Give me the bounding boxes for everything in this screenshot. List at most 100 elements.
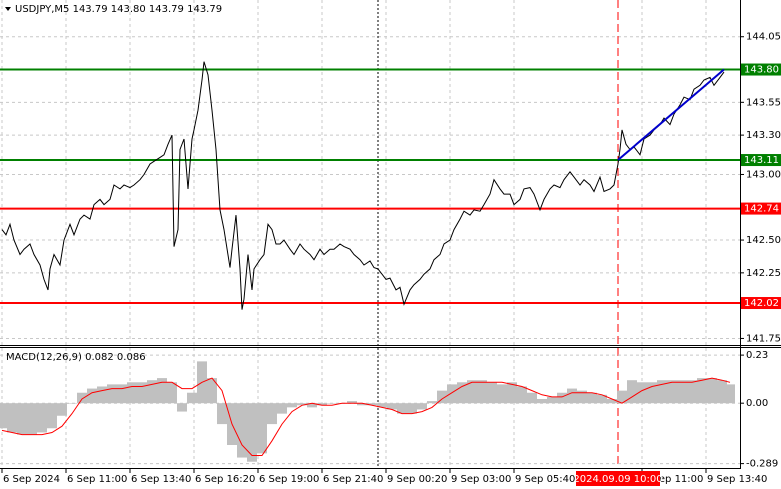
histogram-bar <box>27 403 37 435</box>
histogram-bar <box>547 396 557 404</box>
x-tick-label: 6 Sep 19:00 <box>259 474 319 485</box>
histogram-bar <box>387 403 397 410</box>
x-tick-label: 6 Sep 2024 <box>3 474 60 485</box>
histogram-bar <box>127 382 137 404</box>
histogram-bar <box>297 403 307 406</box>
x-tick-label: 6 Sep 11:00 <box>67 474 127 485</box>
time-marker-box <box>576 471 660 486</box>
histogram-bar <box>417 403 427 410</box>
histogram-bar <box>577 390 587 404</box>
histogram-bar <box>247 403 257 462</box>
histogram-bar <box>687 380 697 404</box>
chart-title: USDJPY,M5 143.79 143.80 143.79 143.79 <box>15 4 222 15</box>
histogram-bar <box>397 403 407 414</box>
y-tick-label: 142.50 <box>746 235 781 246</box>
histogram-bar <box>137 382 147 404</box>
histogram-bar <box>647 382 657 404</box>
histogram-bar <box>177 403 187 412</box>
histogram-bar <box>87 388 97 404</box>
histogram-bar <box>567 388 577 404</box>
histogram-bar <box>437 390 447 404</box>
histogram-bar <box>307 403 317 408</box>
y-tick-label: 144.05 <box>746 32 781 43</box>
histogram-bar <box>37 403 47 433</box>
indicator-title: MACD(12,26,9) 0.082 0.086 <box>6 352 146 363</box>
histogram-bar <box>457 382 467 404</box>
histogram-bar <box>357 403 367 406</box>
histogram-bar <box>147 380 157 404</box>
y-tick-label: 143.30 <box>746 130 781 141</box>
histogram-bar <box>67 403 77 404</box>
labels: 144.05 143.55 143.30 143.00 142.50 142.25 141.… <box>3 32 781 486</box>
x-tick-label: 9 Sep 13:40 <box>707 474 767 485</box>
histogram-bar <box>117 384 127 404</box>
histogram-bar <box>587 392 597 404</box>
histogram-bar <box>0 403 7 429</box>
y-tick-label: 141.75 <box>746 333 781 344</box>
histogram-bar <box>697 378 707 404</box>
histogram-bar <box>677 380 687 404</box>
x-tick-label: 6 Sep 13:40 <box>131 474 191 485</box>
x-tick-label: 9 Sep 05:40 <box>515 474 575 485</box>
level-label: 142.02 <box>744 298 779 309</box>
histogram-bar <box>157 378 167 404</box>
y-tick-label: 0.23 <box>746 350 768 361</box>
y-tick-label: 143.00 <box>746 169 781 180</box>
y-tick-label: 143.55 <box>746 97 781 108</box>
x-tick-label: 6 Sep 21:40 <box>323 474 383 485</box>
signal-line <box>1 377 731 456</box>
level-label-box <box>741 297 781 310</box>
histogram-bar <box>507 382 517 404</box>
level-label-box <box>741 202 781 215</box>
histogram-bar <box>347 401 357 404</box>
x-tick-label: 9 Sep 11:00 <box>643 474 703 485</box>
histogram-bar <box>517 386 527 404</box>
histogram-bar <box>707 378 717 404</box>
histogram-bar <box>267 403 277 425</box>
level-label: 143.80 <box>744 65 779 76</box>
histogram-bar <box>557 392 567 404</box>
histogram-bar <box>187 392 197 404</box>
histogram-bar <box>477 380 487 404</box>
trend-line <box>617 68 725 161</box>
histogram-bar <box>237 403 247 458</box>
histogram-bar <box>725 384 735 404</box>
x-tick-label: 6 Sep 16:20 <box>195 474 255 485</box>
histogram-bar <box>207 378 217 404</box>
histogram-bar <box>637 382 647 404</box>
time-marker-label: 2024.09.09 10:00 <box>573 474 662 485</box>
histogram-bar <box>527 392 537 404</box>
histogram-bar <box>167 382 177 404</box>
histogram-bar <box>107 384 117 404</box>
histogram-bar <box>607 399 617 404</box>
histogram-bar <box>407 403 417 414</box>
histogram-bar <box>627 380 637 404</box>
histogram-bar <box>367 403 377 406</box>
histogram-bar <box>597 394 607 404</box>
marks <box>0 61 740 462</box>
histogram-bar <box>447 384 457 404</box>
menu-icon[interactable] <box>5 7 11 11</box>
x-tick-label: 9 Sep 03:00 <box>451 474 511 485</box>
histogram-bar <box>617 390 627 404</box>
histogram-bar <box>57 403 67 416</box>
histogram-bar <box>97 386 107 404</box>
level-label: 143.11 <box>744 155 779 166</box>
histogram-bar <box>47 403 57 429</box>
histogram-bar <box>467 380 477 404</box>
level-label-box <box>741 63 781 76</box>
histogram-bar <box>77 392 87 404</box>
histogram-bar <box>377 403 387 408</box>
histogram-bar <box>277 403 287 414</box>
histogram-bar <box>537 399 547 404</box>
histogram-bar <box>657 380 667 404</box>
histogram-bar <box>287 403 297 408</box>
y-tick-label: -0.289 <box>746 459 778 470</box>
level-label-box <box>741 154 781 167</box>
price-line <box>1 61 725 310</box>
level-label: 142.74 <box>744 204 779 215</box>
histogram-bar <box>327 403 337 404</box>
histogram-bar <box>317 403 327 406</box>
